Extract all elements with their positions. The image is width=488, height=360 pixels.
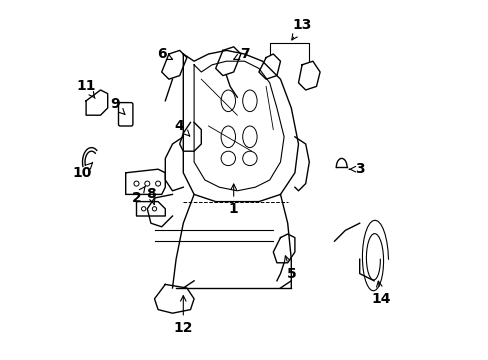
Text: 14: 14 xyxy=(371,281,390,306)
Text: 10: 10 xyxy=(73,163,92,180)
Text: 13: 13 xyxy=(291,18,311,40)
Text: 9: 9 xyxy=(110,98,124,114)
Text: 2: 2 xyxy=(131,186,145,205)
Text: 6: 6 xyxy=(157,47,172,61)
Text: 5: 5 xyxy=(284,256,296,280)
Text: 4: 4 xyxy=(175,119,189,136)
Text: 3: 3 xyxy=(348,162,364,176)
Text: 11: 11 xyxy=(76,80,96,98)
Text: 8: 8 xyxy=(146,188,156,204)
Text: 1: 1 xyxy=(228,184,238,216)
Text: 12: 12 xyxy=(173,296,193,334)
Text: 7: 7 xyxy=(233,47,249,61)
